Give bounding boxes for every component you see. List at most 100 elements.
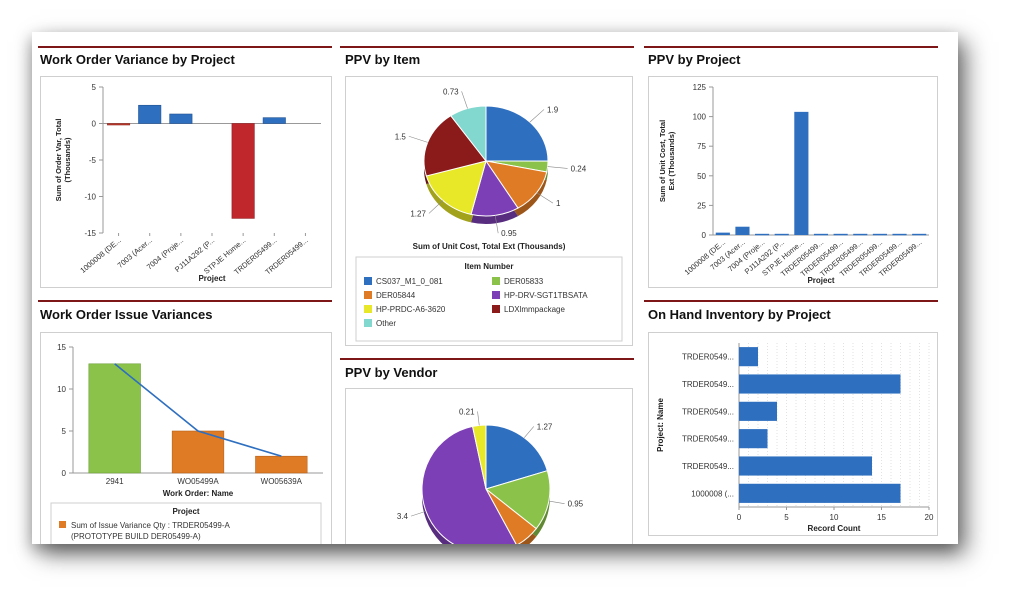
legend-label: Sum of Issue Variance Qty : TRDER05499-A: [71, 521, 231, 530]
legend-swatch: [364, 277, 372, 285]
bar: [794, 111, 809, 235]
y-tick-label: 5: [62, 427, 67, 436]
pie-data-label: 0.95: [568, 500, 584, 509]
series-line: [114, 363, 282, 457]
bar: [171, 430, 225, 474]
x-axis-title: Record Count: [808, 524, 861, 533]
chart-card-on-hand-inventory: 0 5 10 15 20 TRDER0549... TRDER0549... TRDER054…: [648, 332, 938, 536]
pie-data-label: 0.21: [459, 407, 475, 416]
bar: [107, 123, 131, 126]
section-rule: [38, 300, 332, 302]
y-tick-label: 75: [697, 142, 706, 151]
bar: [739, 374, 901, 394]
legend-label: HP-PRDC-A6-3620: [376, 305, 446, 314]
legend-label: HP-DRV-SGT1TBSATA: [504, 291, 588, 300]
bar: [739, 456, 872, 476]
x-axis-title: Project: [807, 276, 834, 285]
x-tick-label: 20: [925, 513, 934, 522]
panel-title-work-order-issue-variances: Work Order Issue Variances: [40, 307, 213, 322]
panel-title-ppv-by-project: PPV by Project: [648, 52, 741, 67]
pie-data-label: 0.24: [571, 164, 587, 173]
pie-leader-line: [547, 166, 568, 169]
x-axis-title: Project: [198, 274, 225, 283]
legend-title: Item Number: [465, 262, 514, 271]
bar: [255, 455, 308, 474]
bar: [872, 233, 887, 236]
pie-data-label: 3.4: [397, 512, 409, 521]
x-tick-label: 15: [877, 513, 886, 522]
bar: [739, 401, 777, 421]
panel-title-work-order-variance: Work Order Variance by Project: [40, 52, 235, 67]
y-axis-title: Sum of Unit Cost, Total: [658, 120, 667, 202]
dashboard-frame: Work Order Variance by Project 5 0 -5 -10 -1…: [32, 32, 958, 544]
y-tick-label: 5: [92, 83, 97, 92]
legend-box: [355, 256, 623, 342]
chart-card-ppv-by-vendor: 1.27 0.95 3.4 0.21: [345, 388, 633, 544]
legend-label: DER05833: [504, 277, 544, 286]
pie-leader-line: [548, 500, 565, 504]
y-tick-label: TRDER0549...: [682, 353, 734, 362]
legend-label: Other: [376, 319, 396, 328]
legend-label: CS037_M1_0_081: [376, 277, 443, 286]
x-tick-label: 10: [830, 513, 839, 522]
chart-card-ppv-by-project: 125 100 75 50 25 0 1000008 (DE... 7003 (Acer...…: [648, 76, 938, 288]
section-rule: [38, 46, 332, 48]
pie-data-label: 1.27: [410, 209, 426, 218]
bar: [715, 232, 730, 235]
pie-slice: [485, 105, 549, 162]
y-tick-label: 10: [57, 385, 66, 394]
y-tick-label: 25: [697, 201, 706, 210]
x-tick-label: 1000008 (DE...: [78, 236, 122, 275]
legend-swatch: [59, 521, 66, 528]
bar: [735, 226, 750, 235]
pie-data-label: 0.73: [443, 87, 459, 96]
section-rule: [340, 358, 634, 360]
bar: [739, 483, 901, 503]
pie-data-label: 1.27: [537, 422, 553, 431]
section-rule: [340, 46, 634, 48]
pie-data-label: 1: [556, 199, 561, 208]
bar: [755, 233, 770, 236]
chart-card-work-order-issue-variances: 15 10 5 0 2941 WO05499A WO05639A Work Order: Na…: [40, 332, 332, 544]
pie-leader-line: [524, 426, 535, 438]
y-tick-label: 0: [92, 120, 97, 129]
y-tick-label: TRDER0549...: [682, 462, 734, 471]
legend-swatch: [364, 305, 372, 313]
dashboard-stage: Work Order Variance by Project 5 0 -5 -10 -1…: [32, 32, 958, 544]
x-axis-title: Work Order: Name: [163, 489, 234, 498]
y-tick-label: -15: [84, 229, 96, 238]
bar: [739, 429, 768, 449]
legend-swatch: [364, 319, 372, 327]
y-tick-label: 0: [62, 469, 67, 478]
y-tick-label: -10: [84, 193, 96, 202]
ppv-by-item-chart: 1.9 0.24 1 0.95 1.27 1.5 0.73 Sum of Unit Cost,…: [355, 87, 623, 342]
legend-swatch: [364, 291, 372, 299]
pie-slice: [450, 105, 487, 163]
y-axis-title: Project: Name: [656, 398, 665, 452]
pie-leader-line: [477, 411, 480, 426]
bar: [138, 104, 162, 124]
legend-label: LDXlmmpackage: [504, 305, 565, 314]
x-tick-label: 2941: [106, 477, 124, 486]
bar: [833, 233, 848, 236]
panel-title-ppv-by-vendor: PPV by Vendor: [345, 365, 438, 380]
pie-axis-title: Sum of Unit Cost, Total Ext (Thousands): [413, 242, 566, 251]
panel-title-on-hand-inventory: On Hand Inventory by Project: [648, 307, 831, 322]
x-tick-label: 5: [784, 513, 789, 522]
y-tick-label: 1000008 (...: [691, 489, 734, 498]
x-tick-label: 0: [737, 513, 742, 522]
pie-data-label: 1.5: [395, 132, 407, 141]
pie-slice: [485, 424, 548, 490]
work-order-issue-variances-chart: 15 10 5 0 2941 WO05499A WO05639A Work Order: Na…: [50, 343, 323, 544]
legend-swatch: [492, 291, 500, 299]
legend-title: Project: [172, 507, 199, 516]
pie-leader-line: [494, 215, 499, 234]
bar: [231, 123, 255, 219]
y-tick-label: 50: [697, 172, 706, 181]
y-tick-label: 0: [702, 231, 707, 240]
pie-slice: [484, 470, 551, 530]
pie-data-label: 1.9: [547, 105, 559, 114]
legend-swatch: [492, 305, 500, 313]
